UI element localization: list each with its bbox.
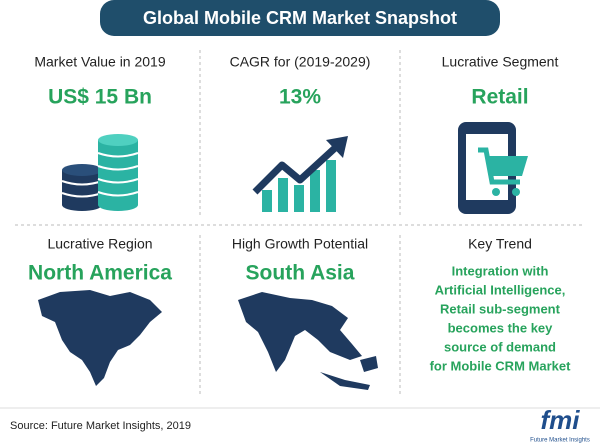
- trend-line: Retail sub-segment: [440, 301, 561, 316]
- cell-value: South Asia: [246, 262, 355, 285]
- cell-label: Lucrative Region: [47, 236, 152, 252]
- cell-label: CAGR for (2019-2029): [230, 54, 371, 70]
- cell-value: North America: [28, 262, 172, 285]
- cell-label: Key Trend: [468, 236, 532, 252]
- cell-label: Lucrative Segment: [442, 54, 559, 70]
- north-america-map: [38, 290, 162, 386]
- cell-label: Market Value in 2019: [34, 54, 165, 70]
- growth-icon: [252, 136, 348, 212]
- cell-value: US$ 15 Bn: [48, 86, 152, 109]
- cell-value: Retail: [471, 86, 528, 109]
- cell-value: 13%: [279, 86, 321, 109]
- logo-caption: Future Market Insights: [530, 438, 590, 444]
- header-bar: [100, 0, 500, 36]
- islands: [320, 356, 378, 390]
- title: Global Mobile CRM Market Snapshot: [143, 8, 457, 28]
- trend-line: for Mobile CRM Market: [430, 358, 572, 373]
- coins-icon: [61, 134, 139, 211]
- cell-label: High Growth Potential: [232, 236, 368, 252]
- source: Source: Future Market Insights, 2019: [10, 420, 191, 432]
- trend-line: becomes the key: [448, 320, 554, 335]
- trend-line: Integration with: [452, 263, 549, 278]
- trend-text: Integration with Artificial Intelligence,…: [430, 263, 572, 373]
- phone-cart-icon: [458, 122, 528, 214]
- trend-line: source of demand: [444, 339, 556, 354]
- south-asia-map: [238, 292, 362, 372]
- trend-line: Artificial Intelligence,: [435, 282, 566, 297]
- logo: fmi: [541, 405, 581, 435]
